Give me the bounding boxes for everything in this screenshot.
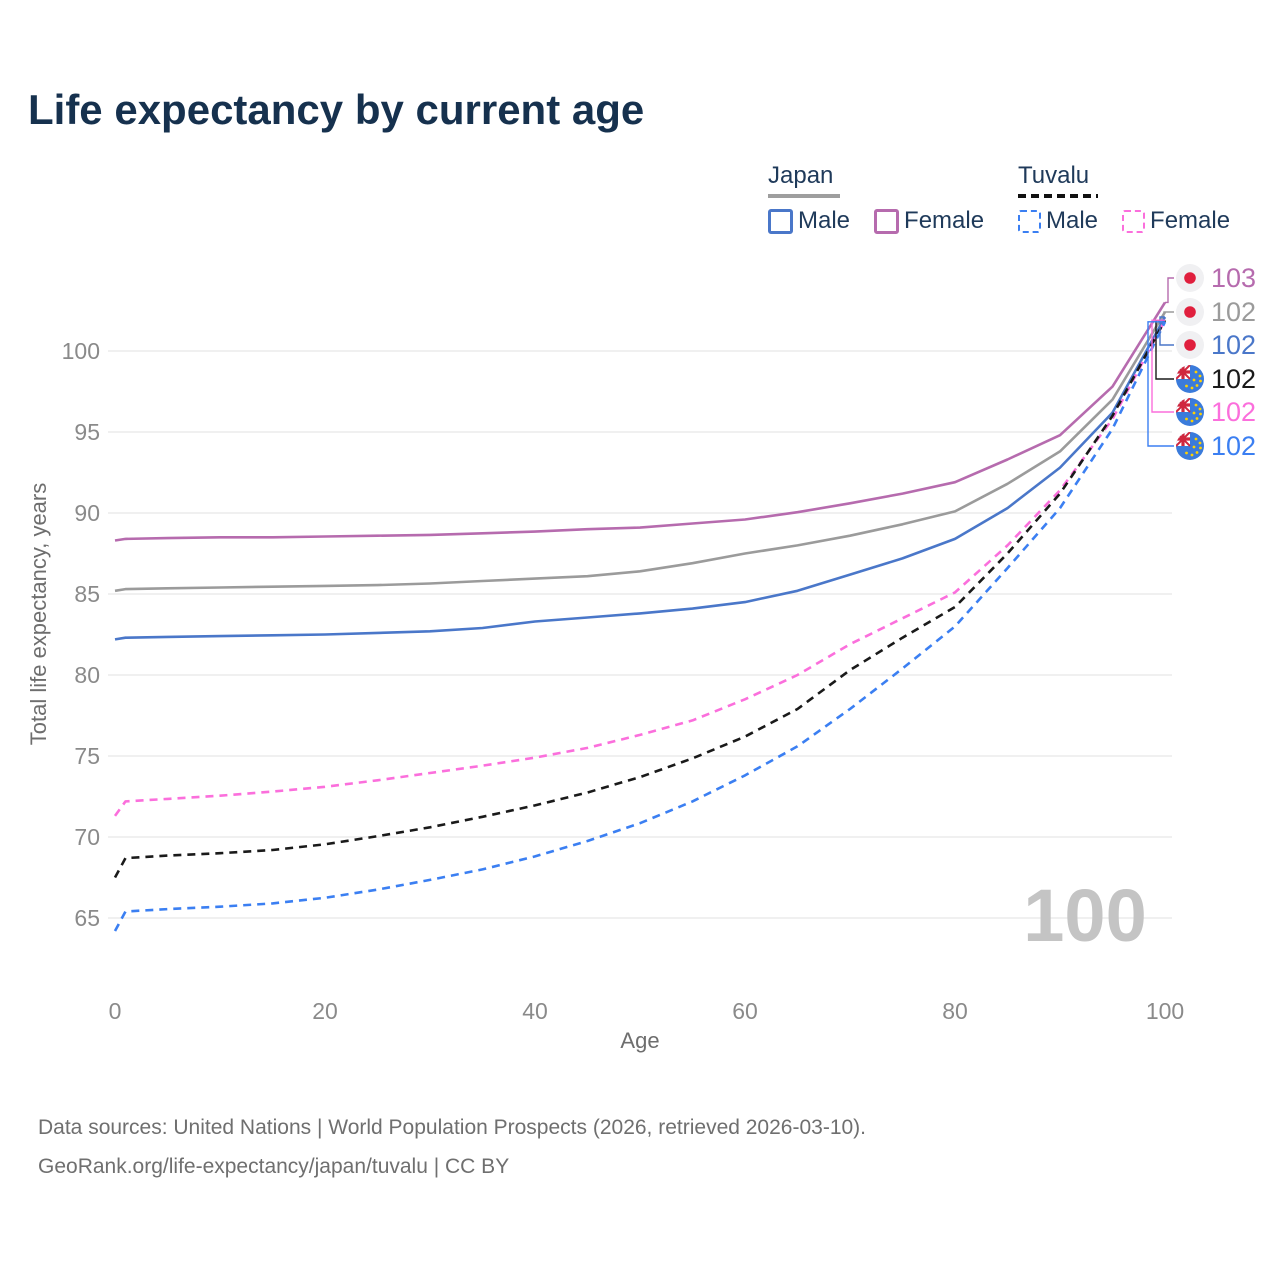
legend-item-tuvalu-male[interactable]: Male — [1018, 207, 1098, 235]
chart-title: Life expectancy by current age — [28, 86, 645, 133]
series-line-tuvalu-male[interactable] — [113, 321, 1167, 932]
legend-label-japan-female: Female — [904, 207, 985, 234]
series-line-tuvalu-female[interactable] — [113, 319, 1167, 817]
x-tick-label-100: 100 — [1146, 998, 1184, 1024]
y-axis-title: Total life expectancy, years — [26, 483, 51, 746]
end-label-japan-male: 102 — [1176, 329, 1257, 360]
legend-item-tuvalu-female[interactable]: Female — [1122, 207, 1230, 235]
x-tick-label-80: 80 — [942, 998, 968, 1024]
legend-label-tuvalu-male: Male — [1046, 207, 1099, 234]
tuvalu-dashed-line-swatch — [1018, 194, 1098, 198]
legend-item-japan-female[interactable]: Female — [874, 207, 984, 235]
y-tick-label-65: 65 — [74, 905, 100, 931]
end-label-leader-lines — [1147, 277, 1174, 447]
end-label-tuvalu-male: 102 — [1176, 430, 1257, 461]
y-tick-label-90: 90 — [74, 500, 100, 526]
end-value: 102 — [1211, 396, 1257, 427]
leader-line-japan-male — [1159, 316, 1174, 346]
legend-country-japan[interactable]: Japan — [768, 162, 834, 189]
legend-group-tuvalu: Tuvalu Male Female — [1018, 162, 1230, 235]
series-line-tuvalu-both[interactable] — [113, 319, 1167, 879]
gridlines — [108, 350, 1172, 919]
x-tick-label-20: 20 — [312, 998, 338, 1024]
end-label-tuvalu-female: 102 — [1176, 396, 1257, 427]
y-tick-label-85: 85 — [74, 581, 100, 607]
japan-solid-line-swatch — [768, 194, 840, 198]
legend-label-japan-male: Male — [798, 207, 851, 234]
legend-country-tuvalu[interactable]: Tuvalu — [1018, 162, 1090, 189]
japan-flag-icon — [1176, 298, 1204, 326]
leader-line-tuvalu-male — [1147, 321, 1174, 447]
end-label-japan-both: 102 — [1176, 296, 1257, 327]
series-line-japan-male[interactable] — [114, 316, 1167, 641]
tuvalu-flag-icon — [1176, 398, 1204, 426]
series-lines — [113, 301, 1167, 932]
japan-male-checkbox[interactable] — [768, 208, 793, 234]
x-tick-label-40: 40 — [522, 998, 548, 1024]
leader-line-japan-female — [1165, 277, 1174, 304]
japan-female-checkbox[interactable] — [874, 208, 900, 234]
hover-age-watermark: 100 — [1023, 874, 1146, 957]
y-axis-tick-labels: 65 70 75 80 85 90 95 100 — [62, 338, 100, 931]
tuvalu-flag-icon — [1176, 365, 1204, 393]
tuvalu-male-checkbox[interactable] — [1018, 209, 1041, 233]
tuvalu-flag-icon — [1176, 432, 1204, 460]
end-value: 102 — [1211, 296, 1257, 327]
y-tick-label-75: 75 — [74, 743, 100, 769]
leader-line-tuvalu-female — [1151, 319, 1174, 413]
legend-item-japan-male[interactable]: Male — [768, 207, 850, 235]
end-label-japan-female: 103 — [1176, 262, 1257, 293]
legend-label-tuvalu-female: Female — [1150, 207, 1231, 234]
japan-flag-icon — [1176, 331, 1204, 359]
legend-group-japan: Japan Male Female — [768, 162, 984, 235]
end-value: 102 — [1211, 430, 1257, 461]
footer-data-sources: Data sources: United Nations | World Pop… — [38, 1116, 867, 1139]
footer: Data sources: United Nations | World Pop… — [38, 1108, 866, 1186]
x-axis-tick-labels: 0 20 40 60 80 100 — [109, 998, 1185, 1024]
y-tick-label-80: 80 — [74, 662, 100, 688]
y-tick-label-100: 100 — [62, 338, 100, 364]
x-axis-title: Age — [620, 1028, 659, 1053]
japan-flag-icon — [1176, 264, 1204, 292]
y-tick-label-95: 95 — [74, 419, 100, 445]
series-line-japan-female[interactable] — [114, 301, 1167, 542]
legend-row-japan: Male Female — [768, 207, 984, 235]
series-line-japan-both[interactable] — [114, 311, 1167, 593]
y-tick-label-70: 70 — [74, 824, 100, 850]
end-value: 102 — [1211, 363, 1257, 394]
x-tick-label-60: 60 — [732, 998, 758, 1024]
end-label-tuvalu-both: 102 — [1176, 363, 1257, 394]
tuvalu-female-checkbox[interactable] — [1122, 209, 1146, 233]
footer-attribution[interactable]: GeoRank.org/life-expectancy/japan/tuvalu… — [38, 1155, 510, 1178]
x-tick-label-0: 0 — [109, 998, 122, 1024]
end-value: 103 — [1211, 262, 1257, 293]
end-value: 102 — [1211, 329, 1257, 360]
legend-row-tuvalu: Male Female — [1018, 207, 1230, 235]
